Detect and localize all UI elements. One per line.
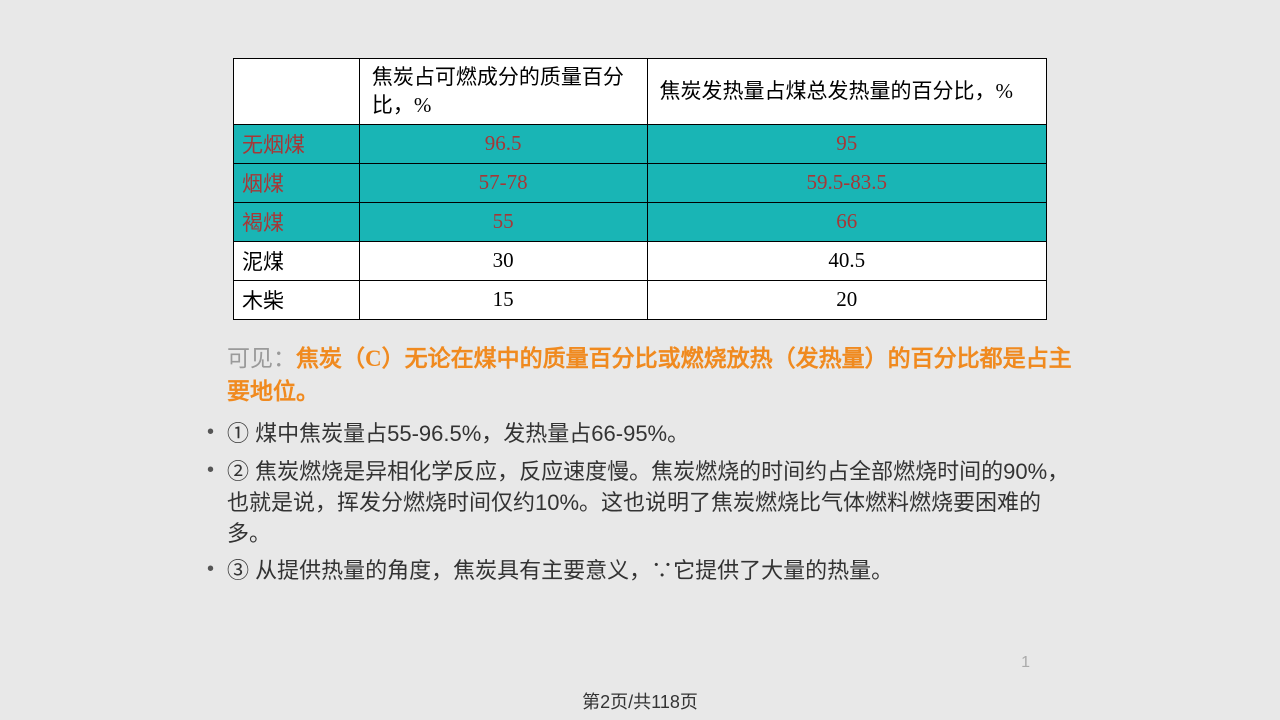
table-row: 木柴 15 20 <box>234 280 1047 319</box>
table-row: 泥煤 30 40.5 <box>234 241 1047 280</box>
row-label: 褐煤 <box>234 202 360 241</box>
list-item: ② 焦炭燃烧是异相化学反应，反应速度慢。焦炭燃烧的时间约占全部燃烧时间的90%，… <box>205 456 1075 550</box>
bullet-list: ① 煤中焦炭量占55-96.5%，发热量占66-95%。 ② 焦炭燃烧是异相化学… <box>205 418 1075 586</box>
row-label: 木柴 <box>234 280 360 319</box>
row-label: 泥煤 <box>234 241 360 280</box>
row-heat: 59.5-83.5 <box>647 163 1047 202</box>
row-label: 无烟煤 <box>234 124 360 163</box>
row-heat: 66 <box>647 202 1047 241</box>
summary-highlight: 焦炭（C）无论在煤中的质量百分比或燃烧放热（发热量）的百分比都是占主要地位。 <box>227 346 1072 404</box>
table-header-row: 焦炭占可燃成分的质量百分比，% 焦炭发热量占煤总发热量的百分比，% <box>234 59 1047 125</box>
header-empty <box>234 59 360 125</box>
header-mass: 焦炭占可燃成分的质量百分比，% <box>359 59 647 125</box>
header-heat: 焦炭发热量占煤总发热量的百分比，% <box>647 59 1047 125</box>
row-mass: 15 <box>359 280 647 319</box>
row-label: 烟煤 <box>234 163 360 202</box>
row-heat: 95 <box>647 124 1047 163</box>
table-row: 褐煤 55 66 <box>234 202 1047 241</box>
summary-line: 可见：焦炭（C）无论在煤中的质量百分比或燃烧放热（发热量）的百分比都是占主要地位… <box>205 342 1075 409</box>
table-row: 烟煤 57-78 59.5-83.5 <box>234 163 1047 202</box>
row-mass: 55 <box>359 202 647 241</box>
page-indicator: 第2页/共118页 <box>582 688 698 714</box>
list-item: ① 煤中焦炭量占55-96.5%，发热量占66-95%。 <box>205 418 1075 449</box>
slide-number: 1 <box>1021 654 1030 672</box>
row-heat: 40.5 <box>647 241 1047 280</box>
slide-container: 焦炭占可燃成分的质量百分比，% 焦炭发热量占煤总发热量的百分比，% 无烟煤 96… <box>0 0 1280 720</box>
row-heat: 20 <box>647 280 1047 319</box>
table-row: 无烟煤 96.5 95 <box>234 124 1047 163</box>
row-mass: 96.5 <box>359 124 647 163</box>
row-mass: 30 <box>359 241 647 280</box>
coke-percentage-table: 焦炭占可燃成分的质量百分比，% 焦炭发热量占煤总发热量的百分比，% 无烟煤 96… <box>233 58 1047 320</box>
list-item: ③ 从提供热量的角度，焦炭具有主要意义，∵它提供了大量的热量。 <box>205 555 1075 586</box>
data-table-wrapper: 焦炭占可燃成分的质量百分比，% 焦炭发热量占煤总发热量的百分比，% 无烟煤 96… <box>233 58 1047 320</box>
summary-prefix: 可见： <box>227 345 296 371</box>
row-mass: 57-78 <box>359 163 647 202</box>
content-text-block: 可见：焦炭（C）无论在煤中的质量百分比或燃烧放热（发热量）的百分比都是占主要地位… <box>205 342 1075 587</box>
